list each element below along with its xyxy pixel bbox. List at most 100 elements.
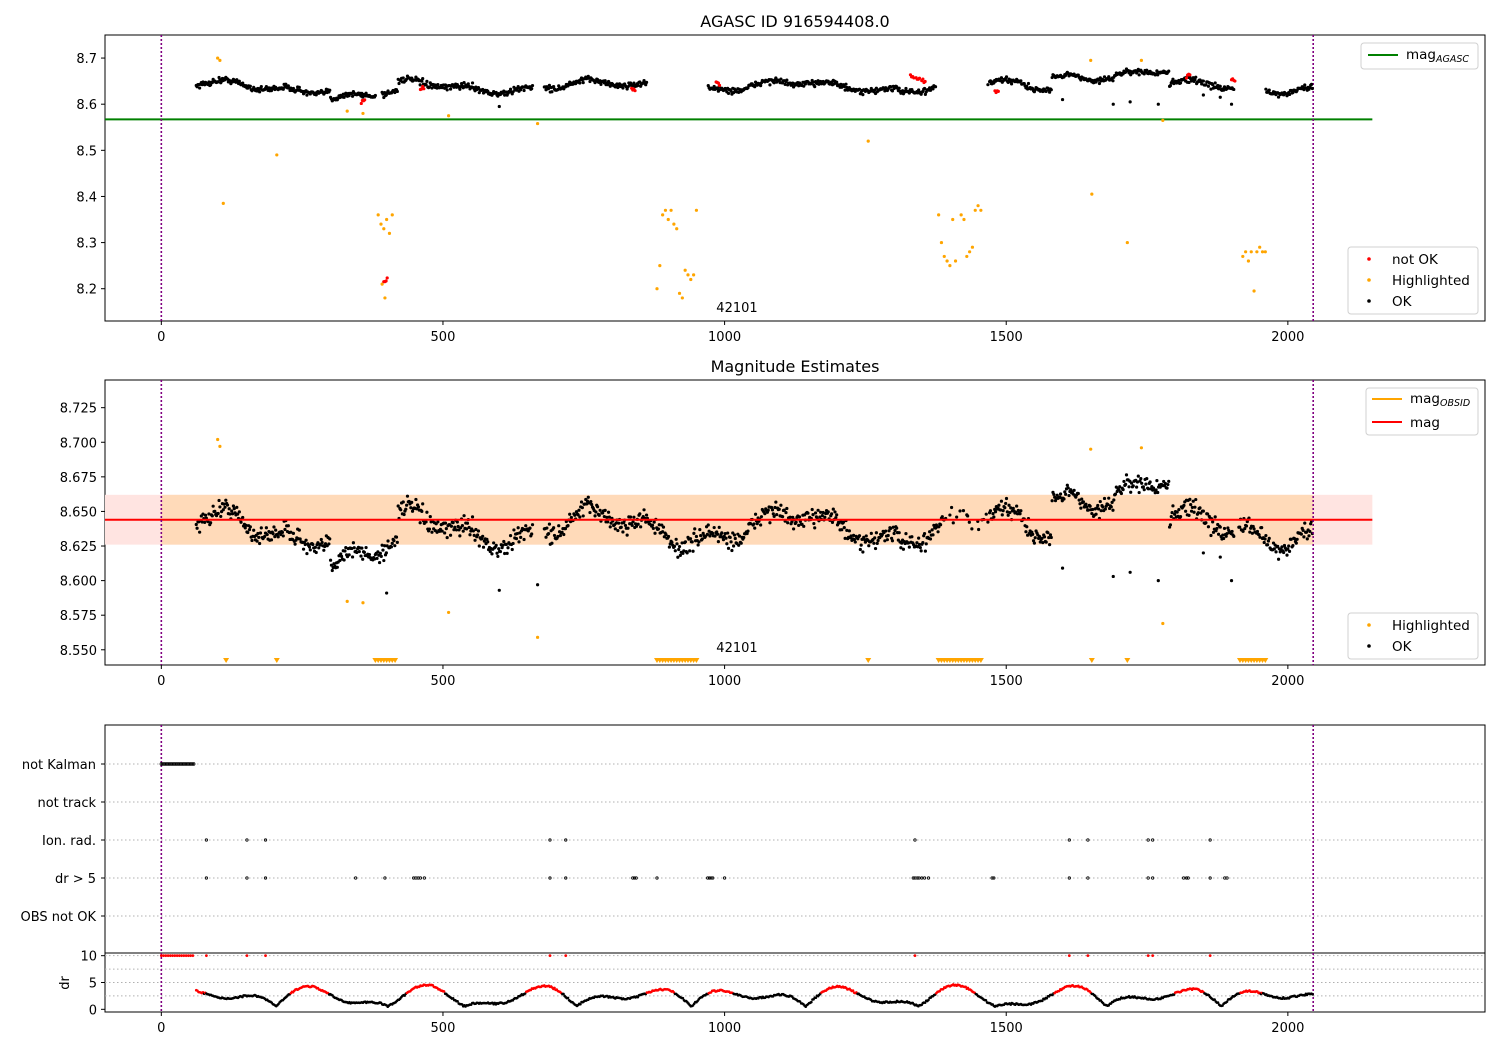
ok-point	[906, 541, 911, 545]
ok-point	[737, 534, 742, 538]
ok-point	[311, 542, 315, 547]
ok-point	[1136, 474, 1140, 478]
flag-label-not-track: not track	[37, 796, 96, 811]
dr-gt-5-marker	[245, 876, 249, 880]
ok-point	[614, 521, 618, 525]
highlighted-point	[948, 264, 952, 268]
highlighted-point	[345, 599, 349, 603]
ok-point	[232, 507, 236, 511]
ok-point	[1131, 484, 1135, 488]
ok-point	[289, 530, 293, 534]
legend-highlighted-marker-2	[1367, 623, 1371, 627]
ok-point	[1218, 84, 1222, 88]
ok-point	[1102, 496, 1107, 501]
ok-point	[845, 528, 849, 532]
ok-point	[813, 511, 818, 515]
ok-point	[631, 520, 635, 524]
ok-point	[440, 86, 444, 90]
ok-point	[1178, 81, 1183, 85]
clipped-marker	[865, 658, 872, 663]
ok-point	[933, 85, 938, 89]
ok-point	[697, 540, 701, 544]
ok-point	[1091, 507, 1095, 512]
dr-high-point	[564, 954, 568, 958]
ok-point	[1286, 547, 1290, 551]
ok-point	[259, 85, 263, 89]
ok-point	[573, 513, 577, 517]
highlighted-point	[683, 268, 687, 272]
highlighted-point	[218, 58, 222, 62]
ok-point	[259, 526, 263, 530]
ok-point	[1085, 505, 1089, 509]
highlighted-point	[692, 273, 696, 277]
highlighted-point	[1089, 58, 1093, 62]
ok-point	[255, 539, 259, 543]
legend-mag-obsid-label: magOBSID	[1410, 391, 1470, 409]
ok-point	[1148, 480, 1152, 484]
ok-point	[683, 540, 688, 544]
ok-point	[768, 521, 772, 525]
ok-point	[244, 523, 248, 527]
ok-point	[458, 534, 462, 538]
agasc-plot-content	[105, 35, 1373, 321]
ok-point	[427, 85, 432, 89]
dr-plot-frame	[104, 952, 1486, 1013]
ok-point	[1230, 529, 1234, 534]
ok-point	[1310, 86, 1314, 91]
ok-point	[826, 510, 830, 514]
ion-rad-marker	[1086, 838, 1090, 842]
ok-point	[802, 524, 806, 528]
ok-point	[889, 85, 893, 89]
ok-point	[1119, 491, 1124, 496]
ok-point	[1282, 550, 1286, 555]
ok-point	[706, 523, 710, 527]
ok-point	[999, 499, 1004, 503]
ok-point	[603, 79, 607, 83]
ok-point	[1153, 491, 1157, 495]
ok-point	[396, 504, 400, 508]
highlighted-point	[666, 217, 670, 222]
clipped-marker	[1262, 658, 1269, 663]
ok-point	[715, 532, 720, 536]
ok-point	[1097, 78, 1101, 82]
ok-point	[258, 541, 262, 546]
not-ok-point	[1184, 76, 1189, 80]
ok-point	[1113, 492, 1118, 496]
ok-point	[421, 502, 425, 506]
ok-point	[476, 86, 481, 90]
ok-point	[1121, 488, 1125, 492]
ok-point	[1308, 529, 1312, 534]
ok-point	[1005, 510, 1009, 514]
ok-point	[488, 549, 492, 554]
ok-point	[726, 91, 731, 96]
mag-estimates-axes: 8.550 8.575 8.600 8.625 8.650 8.675 8.700 8.725…	[60, 402, 1305, 689]
ok-point	[373, 93, 377, 98]
highlighted-point	[976, 204, 980, 208]
ok-point	[1168, 83, 1173, 88]
ok-point	[563, 527, 568, 531]
ok-point	[1263, 537, 1267, 541]
ok-point	[271, 532, 275, 536]
ok-point	[1135, 480, 1140, 484]
ok-point	[1145, 476, 1149, 481]
ok-point	[1019, 509, 1023, 513]
ok-point	[621, 530, 625, 534]
ok-point	[730, 548, 734, 553]
ok-point	[605, 515, 609, 519]
ok-point	[820, 514, 824, 518]
ok-point	[301, 547, 306, 551]
ok-point	[835, 80, 839, 84]
highlighted-point	[965, 254, 969, 259]
x-tick-label: 1500	[990, 1021, 1023, 1036]
ok-point	[1204, 521, 1208, 525]
ok-point	[682, 549, 686, 553]
y-tick-label: 10	[80, 950, 97, 965]
ok-point	[1213, 515, 1217, 519]
ok-point	[1213, 81, 1217, 85]
ok-point	[603, 508, 607, 512]
ok-point	[621, 86, 625, 90]
clipped-marker	[223, 658, 230, 663]
ok-point	[393, 90, 397, 95]
ok-point	[1140, 481, 1144, 485]
